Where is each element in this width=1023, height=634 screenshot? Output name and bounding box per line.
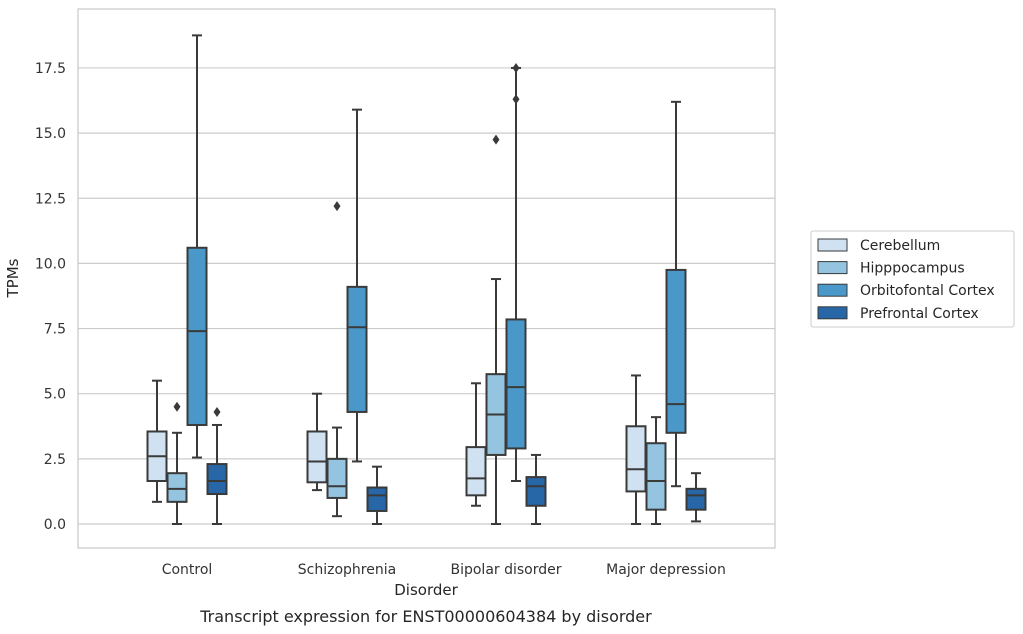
box-iqr bbox=[366, 486, 388, 512]
box-3-1 bbox=[366, 465, 388, 525]
legend-swatch bbox=[817, 238, 848, 252]
box-iqr bbox=[645, 442, 667, 511]
box-iqr bbox=[206, 463, 228, 496]
y-tick-label: 5.0 bbox=[44, 387, 66, 403]
box-3-3 bbox=[685, 472, 707, 523]
figure-caption: Transcript expression for ENST0000060438… bbox=[199, 607, 652, 626]
box-0-1 bbox=[306, 392, 328, 492]
legend-label: Hipppocampus bbox=[860, 261, 965, 277]
legend-swatch bbox=[817, 261, 848, 275]
x-tick-label: Control bbox=[162, 562, 213, 578]
legend-swatch bbox=[817, 283, 848, 297]
box-0-2 bbox=[465, 382, 487, 507]
outlier-point bbox=[173, 401, 181, 412]
box-iqr bbox=[346, 285, 368, 413]
box-3-0 bbox=[206, 406, 228, 525]
box-2-3 bbox=[665, 100, 687, 488]
legend-label: Orbitofontal Cortex bbox=[860, 283, 995, 299]
y-tick-label: 0.0 bbox=[44, 517, 66, 533]
legend-frame bbox=[810, 230, 1015, 328]
box-iqr bbox=[505, 318, 527, 450]
legend-label: Cerebellum bbox=[860, 238, 940, 254]
box-1-3 bbox=[645, 416, 667, 525]
box-1-0 bbox=[166, 401, 188, 525]
outlier-point bbox=[492, 134, 500, 145]
box-1-2 bbox=[485, 134, 507, 525]
box-iqr bbox=[326, 457, 348, 499]
outlier-point bbox=[333, 201, 341, 212]
y-tick-label: 12.5 bbox=[35, 191, 66, 207]
outlier-point bbox=[512, 62, 520, 73]
legend: Cerebellum Hipppocampus Orbitofontal Corte… bbox=[810, 230, 1015, 328]
box-iqr bbox=[465, 446, 487, 497]
box-0-3 bbox=[625, 374, 647, 525]
legend-swatch bbox=[817, 306, 848, 320]
y-tick-label: 15.0 bbox=[35, 126, 66, 142]
box-2-1 bbox=[346, 108, 368, 463]
y-tick-labels: 0.0 2.5 5.0 7.5 10.0 12.5 15.0 17.5 bbox=[35, 61, 66, 533]
box-iqr bbox=[525, 476, 547, 507]
y-tick-label: 2.5 bbox=[44, 452, 66, 468]
outlier-point bbox=[213, 406, 221, 417]
box-iqr bbox=[685, 487, 707, 511]
x-tick-label: Bipolar disorder bbox=[450, 562, 561, 578]
box-iqr bbox=[306, 430, 328, 484]
x-tick-label: Major depression bbox=[606, 562, 726, 578]
box-iqr bbox=[625, 425, 647, 493]
x-tick-labels: Control Schizophrenia Bipolar disorder Majo… bbox=[162, 562, 726, 578]
box-2-2 bbox=[505, 62, 527, 483]
box-iqr bbox=[186, 246, 208, 426]
box-iqr bbox=[665, 268, 687, 434]
boxes bbox=[146, 34, 707, 525]
y-axis-label: TPMs bbox=[4, 258, 22, 298]
legend-label: Prefrontal Cortex bbox=[860, 306, 979, 322]
box-2-0 bbox=[186, 34, 208, 459]
y-tick-label: 10.0 bbox=[35, 256, 66, 272]
box-3-2 bbox=[525, 453, 547, 525]
x-tick-label: Schizophrenia bbox=[298, 562, 396, 578]
outlier-point bbox=[512, 94, 520, 105]
y-tick-label: 7.5 bbox=[44, 322, 66, 338]
box-1-1 bbox=[326, 201, 348, 518]
y-tick-label: 17.5 bbox=[35, 61, 66, 77]
x-axis-label: Disorder bbox=[394, 581, 458, 599]
box-0-0 bbox=[146, 379, 168, 503]
plot-frame bbox=[77, 8, 776, 549]
box-iqr bbox=[166, 472, 188, 503]
